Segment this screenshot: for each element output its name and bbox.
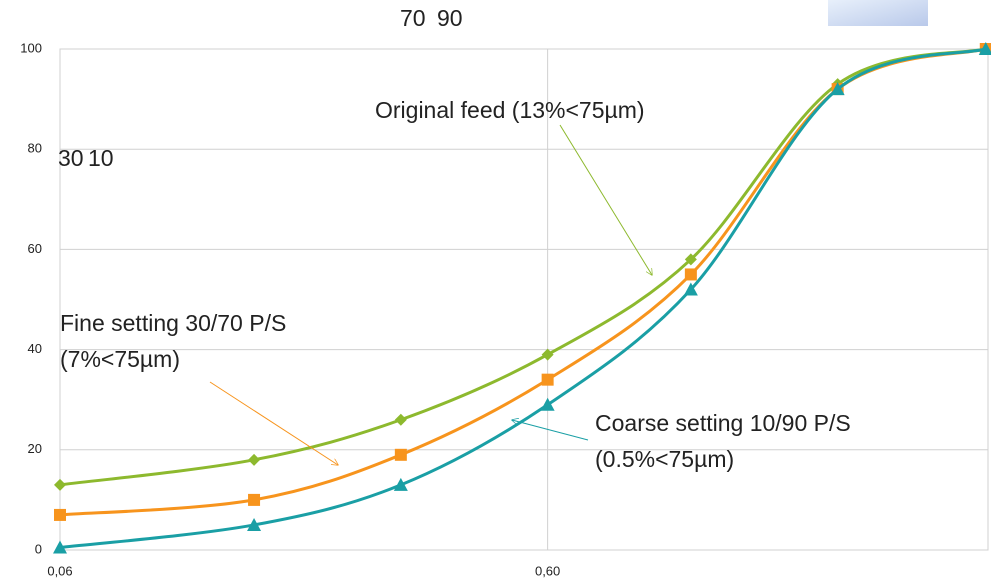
y-tick-label: 20	[28, 441, 42, 456]
point-marker	[54, 508, 66, 521]
y-tick-label: 40	[28, 341, 42, 356]
annotation-text: Fine setting 30/70 P/S	[60, 310, 286, 336]
plot-frame	[59, 48, 989, 551]
y-tick-label: 60	[28, 241, 42, 256]
y-tick-label: 80	[28, 141, 42, 156]
y-tick-label: 0	[35, 541, 42, 556]
corner-label: 70	[400, 5, 426, 31]
point-marker	[393, 477, 408, 491]
point-marker	[394, 413, 407, 426]
point-marker	[830, 82, 845, 96]
point-marker	[248, 453, 261, 466]
annotation-arrow	[559, 124, 652, 275]
corner-label: 90	[437, 5, 463, 31]
point-marker	[248, 493, 261, 506]
logo-image	[828, 0, 928, 26]
corner-label: 30	[58, 145, 84, 171]
point-marker	[541, 373, 554, 386]
point-marker	[394, 448, 407, 461]
annotation-arrow	[512, 420, 589, 441]
point-marker	[540, 397, 555, 411]
annotation-text: Original feed (13%<75µm)	[375, 97, 645, 123]
point-marker	[684, 253, 697, 266]
point-marker	[54, 478, 66, 491]
point-marker	[247, 517, 262, 531]
x-tick-label: 0,60	[535, 563, 560, 578]
corner-label: 10	[88, 145, 114, 171]
point-marker	[684, 268, 697, 281]
x-tick-label: 0,06	[47, 563, 72, 578]
annotation-arrow	[209, 381, 338, 465]
annotation-text: Coarse setting 10/90 P/S	[595, 410, 851, 436]
annotation-text: (7%<75µm)	[60, 346, 180, 372]
y-tick-label: 100	[20, 40, 42, 55]
annotation-text: (0.5%<75µm)	[595, 446, 734, 472]
point-marker	[53, 540, 67, 554]
series-line	[59, 47, 987, 549]
point-marker	[541, 348, 554, 361]
point-marker	[978, 42, 991, 55]
point-marker	[683, 282, 698, 296]
